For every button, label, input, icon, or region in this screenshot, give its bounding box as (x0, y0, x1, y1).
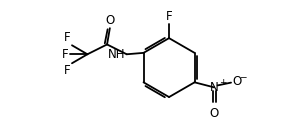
Text: NH: NH (108, 48, 126, 61)
Text: F: F (62, 48, 69, 61)
Text: N: N (210, 81, 218, 94)
Text: −: − (239, 72, 246, 81)
Text: +: + (219, 78, 226, 87)
Text: O: O (232, 75, 242, 88)
Text: F: F (64, 31, 71, 44)
Text: O: O (210, 107, 219, 120)
Text: F: F (64, 64, 71, 77)
Text: O: O (105, 14, 115, 27)
Text: F: F (166, 10, 172, 23)
